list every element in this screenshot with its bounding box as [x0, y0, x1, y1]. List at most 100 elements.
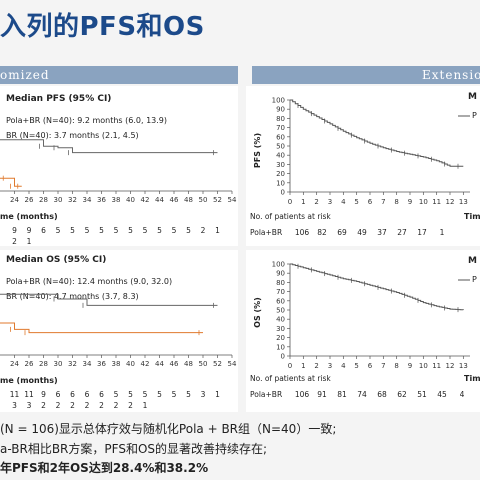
risk-count: 2 — [113, 401, 119, 410]
x-tick-label: 50 — [199, 360, 208, 368]
x-tick-label: 46 — [170, 196, 179, 204]
risk-count: 69 — [337, 228, 347, 237]
risk-count: 68 — [377, 390, 387, 399]
x-tick-label: 34 — [83, 360, 92, 368]
risk-count: 2 — [200, 226, 206, 235]
risk-count: 5 — [128, 226, 133, 235]
y-tick-label: 30 — [276, 161, 285, 169]
y-tick-label: 0 — [281, 189, 285, 197]
x-tick-label: 30 — [54, 360, 63, 368]
risk-label: Pola+BR — [250, 228, 283, 237]
risk-count: 5 — [113, 226, 119, 235]
x-tick-label: 40 — [126, 196, 135, 204]
risk-count: 2 — [12, 237, 17, 246]
y-tick-label: 100 — [272, 261, 285, 269]
risk-count: 5 — [55, 226, 61, 235]
km-curve-pola-br — [0, 293, 218, 306]
x-tick-label: 26 — [25, 360, 34, 368]
x-tick-label: 9 — [408, 198, 412, 206]
x-tick-label: 32 — [68, 360, 77, 368]
left-os-plot: 24 26 28 30 32 34 36 38 40 42 44 46 48 50 52 54 — [0, 293, 237, 368]
risk-count: 5 — [171, 226, 177, 235]
y-tick-label: 80 — [276, 115, 285, 123]
y-tick-label: 50 — [276, 143, 285, 151]
risk-count: 1 — [26, 237, 32, 246]
left-pfs-xlabel: me (months) — [0, 212, 58, 221]
risk-count: 6 — [99, 390, 104, 399]
legend-title: Median PFS (95% CI) — [6, 94, 112, 104]
left-pfs-panel: Median PFS (95% CI) Pola+BR (N=40): 9.2 … — [0, 86, 238, 246]
risk-count: 9 — [41, 390, 46, 399]
risk-count: 1 — [439, 228, 445, 237]
risk-count: 5 — [99, 226, 104, 235]
risk-count: 37 — [377, 228, 387, 237]
risk-count: 5 — [84, 226, 90, 235]
risk-count: 27 — [397, 228, 407, 237]
y-tick-label: 90 — [276, 270, 285, 278]
risk-count: 9 — [12, 226, 17, 235]
footer-line-1: (N = 106)显示总体疗效与随机化Pola + BR组（N=40）一致; — [0, 422, 337, 436]
km-curve-pola-br — [290, 263, 464, 311]
x-tick-label: 7 — [381, 362, 385, 370]
legend-head: M — [468, 92, 477, 102]
right-os-ylabel: OS (%) — [252, 297, 262, 328]
x-tick-label: 8 — [394, 198, 398, 206]
x-tick-label: 3 — [328, 362, 332, 370]
risk-count: 5 — [171, 390, 177, 399]
x-tick-label: 12 — [446, 362, 455, 370]
x-tick-label: 48 — [184, 196, 193, 204]
risk-count: 4 — [459, 390, 465, 399]
risk-count: 3 — [12, 401, 17, 410]
risk-count: 5 — [186, 390, 191, 399]
x-tick-label: 24 — [10, 360, 19, 368]
risk-count: 2 — [84, 401, 90, 410]
risk-count: 17 — [417, 228, 427, 237]
risk-header: No. of patients at risk — [250, 212, 331, 221]
risk-count: 2 — [99, 401, 104, 410]
x-tick-label: 54 — [228, 196, 237, 204]
legend-item: P — [472, 275, 477, 284]
risk-count: 1 — [215, 226, 220, 235]
risk-count: 2 — [128, 401, 133, 410]
x-tick-label: 10 — [419, 198, 428, 206]
legend-line-pola: Pola+BR (N=40): 9.2 months (6.0, 13.9) — [6, 116, 168, 125]
footer-line-2: a-BR相比BR方案，PFS和OS的显著改善持续存在; — [0, 442, 268, 456]
y-tick-label: 90 — [276, 106, 285, 114]
right-pfs-ylabel: PFS (%) — [253, 132, 263, 169]
x-tick-label: 5 — [354, 198, 358, 206]
x-tick-label: 10 — [419, 362, 428, 370]
risk-count: 5 — [142, 226, 148, 235]
risk-count: 6 — [55, 390, 61, 399]
y-tick-label: 100 — [272, 97, 285, 105]
x-tick-label: 26 — [25, 196, 34, 204]
risk-count: 74 — [357, 390, 367, 399]
x-tick-label: 4 — [341, 362, 346, 370]
xlabel-partial: Tim — [464, 212, 480, 221]
x-tick-label: 36 — [97, 196, 106, 204]
x-tick-label: 42 — [141, 196, 150, 204]
x-tick-label: 0 — [288, 362, 292, 370]
risk-label: Pola+BR — [250, 390, 283, 399]
risk-count: 1 — [142, 401, 148, 410]
risk-count: 1 — [215, 390, 220, 399]
x-tick-label: 50 — [199, 196, 208, 204]
x-tick-label: 42 — [141, 360, 150, 368]
x-tick-label: 0 — [288, 198, 292, 206]
x-tick-label: 52 — [213, 360, 222, 368]
risk-count: 45 — [437, 390, 447, 399]
risk-count: 81 — [337, 390, 347, 399]
risk-count: 6 — [84, 390, 90, 399]
extension-banner: Extension — [252, 66, 480, 84]
risk-count: 5 — [142, 390, 148, 399]
x-tick-label: 38 — [112, 360, 121, 368]
risk-count: 91 — [317, 390, 327, 399]
x-tick-label: 13 — [459, 198, 468, 206]
legend-line-br: BR (N=40): 3.7 months (2.1, 4.5) — [6, 131, 139, 140]
legend-title: Median OS (95% CI) — [6, 255, 107, 265]
x-tick-label: 44 — [155, 360, 164, 368]
x-tick-label: 24 — [10, 196, 19, 204]
x-tick-label: 28 — [39, 360, 48, 368]
x-tick-label: 4 — [341, 198, 346, 206]
